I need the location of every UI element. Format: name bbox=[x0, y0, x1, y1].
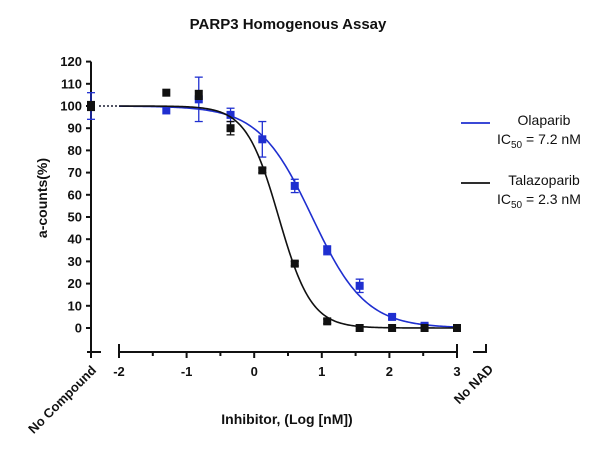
x-axis-label: Inhibitor, (Log [nM]) bbox=[221, 411, 352, 427]
y-tick-label: 110 bbox=[61, 76, 82, 91]
data-point bbox=[323, 317, 332, 326]
no-compound-label: No Compound bbox=[25, 362, 99, 436]
y-tick-label: 0 bbox=[75, 321, 82, 336]
data-point bbox=[388, 324, 397, 332]
legend-item-olaparib: Olaparib IC50 = 7.2 nM bbox=[461, 112, 581, 151]
y-axis: 0 10 20 30 40 50 60 70 80 90 100 110 120 bbox=[60, 54, 92, 355]
y-tick-label: 40 bbox=[68, 232, 82, 247]
series-olaparib bbox=[87, 76, 461, 332]
data-point bbox=[226, 124, 235, 133]
data-point bbox=[453, 324, 461, 332]
fit-curve bbox=[118, 105, 458, 328]
x-tick-label: 1 bbox=[318, 364, 325, 379]
y-tick-label: 100 bbox=[60, 99, 82, 114]
x-tick-label: -1 bbox=[181, 364, 193, 379]
chart-title: PARP3 Homogenous Assay bbox=[190, 16, 387, 33]
y-tick-label: 60 bbox=[68, 187, 82, 202]
legend-ic50: IC50 = 2.3 nM bbox=[497, 191, 581, 211]
y-tick-label: 30 bbox=[68, 254, 82, 269]
x-tick-label: 0 bbox=[251, 364, 258, 379]
y-tick-label: 10 bbox=[68, 298, 82, 313]
x-axis: -2 -1 0 1 2 3 bbox=[87, 344, 487, 379]
data-point bbox=[323, 246, 332, 255]
data-point bbox=[290, 181, 299, 190]
y-tick-label: 20 bbox=[68, 276, 82, 291]
legend-item-talazoparib: Talazoparib IC50 = 2.3 nM bbox=[461, 172, 581, 211]
data-point bbox=[388, 312, 397, 321]
legend-series-name: Olaparib bbox=[518, 112, 571, 128]
data-point bbox=[290, 259, 299, 268]
legend: Olaparib IC50 = 7.2 nM Talazoparib IC50 = 2… bbox=[461, 112, 581, 211]
legend-series-name: Talazoparib bbox=[508, 172, 580, 188]
data-point bbox=[162, 106, 171, 115]
data-point bbox=[162, 88, 171, 97]
plot-area bbox=[87, 76, 461, 332]
reference-point bbox=[87, 102, 95, 110]
y-tick-label: 90 bbox=[68, 121, 82, 136]
y-tick-label: 50 bbox=[68, 210, 82, 225]
fit-curve bbox=[119, 105, 457, 329]
y-axis-label: a-counts(%) bbox=[34, 158, 50, 238]
legend-ic50: IC50 = 7.2 nM bbox=[497, 131, 581, 151]
data-point bbox=[258, 135, 267, 144]
data-point bbox=[194, 90, 203, 99]
data-point bbox=[355, 281, 364, 290]
x-tick-label: 3 bbox=[453, 364, 460, 379]
x-tick-label: -2 bbox=[113, 364, 125, 379]
data-point bbox=[420, 324, 429, 332]
y-tick-label: 120 bbox=[60, 54, 82, 69]
data-point bbox=[258, 166, 267, 175]
y-tick-label: 70 bbox=[68, 165, 82, 180]
x-tick-label: 2 bbox=[386, 364, 393, 379]
series-talazoparib bbox=[87, 88, 461, 332]
data-point bbox=[355, 324, 364, 332]
data-point bbox=[226, 110, 235, 119]
y-tick-label: 80 bbox=[68, 143, 82, 158]
